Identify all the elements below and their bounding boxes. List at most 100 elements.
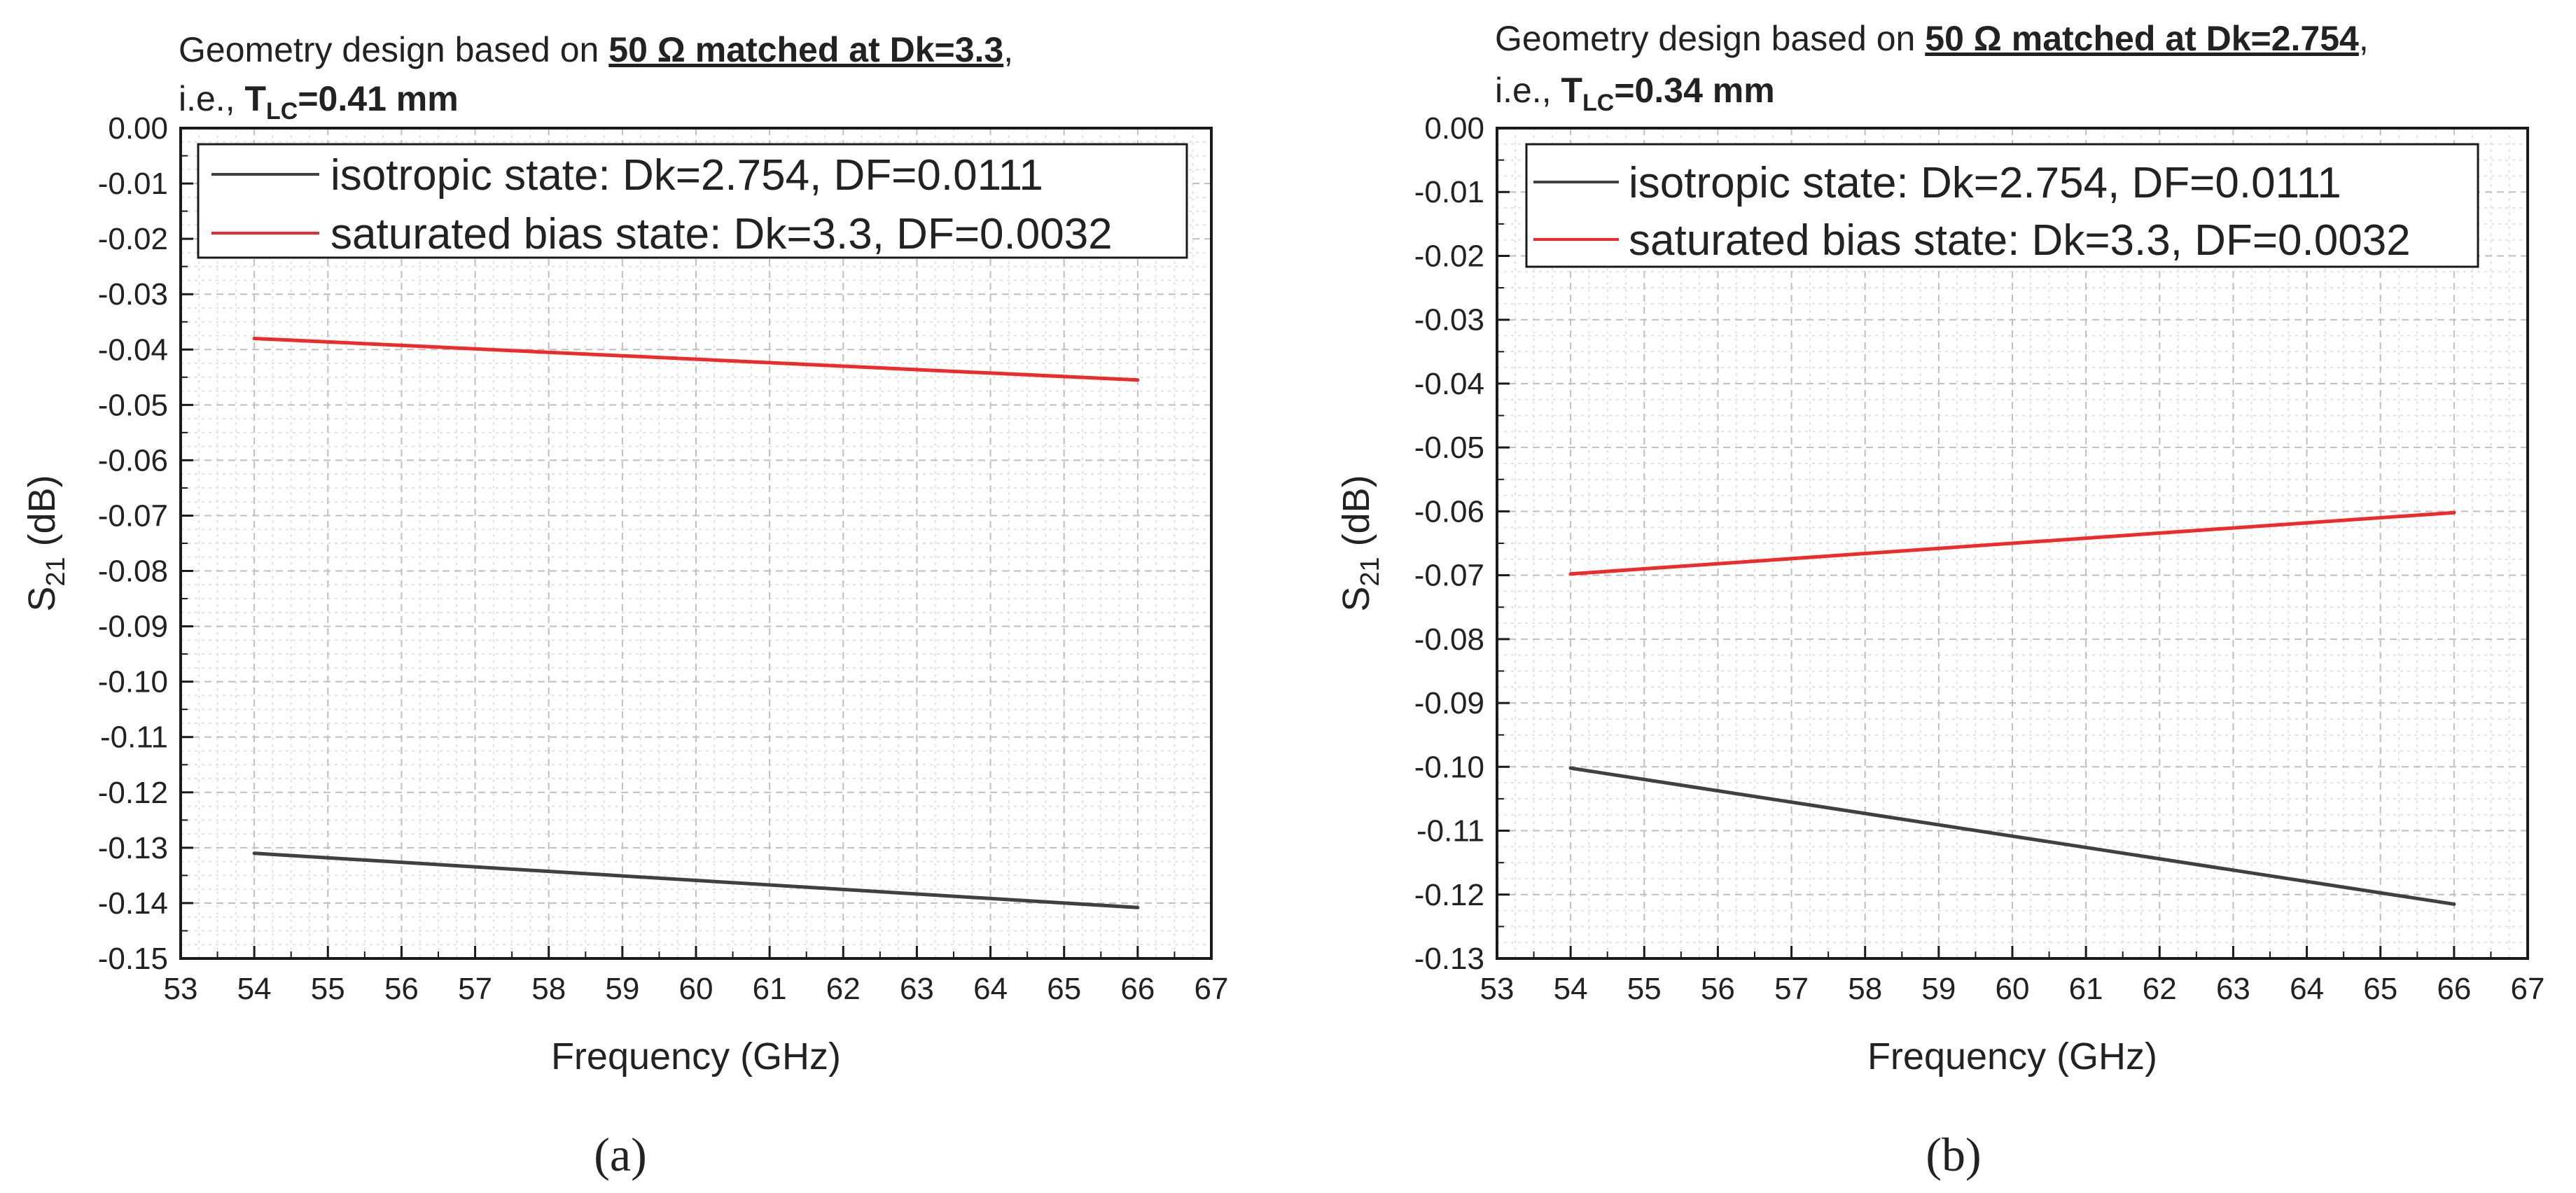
y-label-suffix: (dB) — [21, 475, 63, 557]
x-tick-label: 58 — [1848, 972, 1882, 1006]
x-tick-label: 57 — [1774, 972, 1809, 1006]
x-tick-label: 61 — [2069, 972, 2103, 1006]
title-t-main: T — [1561, 71, 1582, 110]
title-t-sub: LC — [1582, 90, 1614, 116]
title-bold: 50 Ω matched at Dk=3.3 — [608, 30, 1003, 69]
title-prefix: Geometry design based on — [179, 30, 608, 69]
y-axis-ticks: 0.00 -0.01 -0.02 -0.03 -0.04 -0.05 -0.06 -0.07 -… — [98, 111, 193, 976]
x-tick-label: 65 — [1047, 972, 1081, 1006]
x-tick-label: 60 — [679, 972, 713, 1006]
y-tick-label: -0.07 — [1414, 559, 1484, 593]
x-axis-ticks: 53 54 55 56 57 58 59 60 61 62 63 64 65 66 67 — [1480, 946, 2545, 1006]
x-tick-label: 59 — [1921, 972, 1956, 1006]
chart-panel-a: Geometry design based on 50 Ω matched at… — [21, 30, 1228, 1181]
panel-label-a: (a) — [594, 1128, 646, 1181]
grid — [180, 127, 1212, 959]
x-tick-label: 58 — [531, 972, 566, 1006]
x-tick-label: 67 — [1195, 972, 1229, 1006]
x-tick-label: 54 — [237, 972, 272, 1006]
title-suffix: , — [2359, 19, 2369, 58]
y-tick-label: -0.06 — [1414, 494, 1484, 529]
y-tick-label: -0.07 — [98, 498, 168, 533]
title-suffix: , — [1003, 30, 1013, 69]
x-tick-label: 55 — [1627, 972, 1662, 1006]
y-tick-label: -0.15 — [98, 942, 168, 976]
plot-frame — [179, 127, 1213, 960]
y-label-main: S — [21, 587, 63, 612]
y-tick-label: -0.12 — [1414, 878, 1484, 912]
x-tick-label: 62 — [2143, 972, 2177, 1006]
y-tick-label: -0.01 — [98, 167, 168, 201]
x-tick-label: 64 — [973, 972, 1008, 1006]
title-t-value: =0.34 mm — [1614, 71, 1774, 110]
y-tick-label: 0.00 — [108, 111, 168, 146]
legend: isotropic state: Dk=2.754, DF=0.0111 sat… — [197, 143, 1188, 259]
chart-title-line2: i.e., TLC=0.41 mm — [179, 79, 459, 125]
series-line-isotropic — [1568, 766, 2456, 906]
y-tick-label: -0.01 — [1414, 175, 1484, 209]
series-group — [1568, 510, 2456, 906]
y-label-sub: 21 — [41, 557, 71, 586]
chart-panel-b: Geometry design based on 50 Ω matched at… — [1335, 19, 2544, 1181]
legend-label-isotropic: isotropic state: Dk=2.754, DF=0.0111 — [330, 151, 1043, 200]
y-tick-label: -0.03 — [1414, 303, 1484, 337]
panel-label-b: (b) — [1926, 1128, 1981, 1181]
y-tick-label: -0.03 — [98, 277, 168, 312]
x-tick-label: 62 — [826, 972, 861, 1006]
plot-frame — [1496, 127, 2529, 960]
title-t-sub: LC — [266, 98, 298, 125]
x-tick-label: 65 — [2363, 972, 2397, 1006]
y-tick-label: -0.14 — [98, 886, 168, 921]
legend-label-saturated: saturated bias state: Dk=3.3, DF=0.0032 — [330, 210, 1113, 258]
y-label-main: S — [1335, 587, 1377, 612]
y-tick-label: -0.04 — [1414, 367, 1484, 401]
y-tick-label: -0.05 — [1414, 431, 1484, 465]
x-tick-label: 56 — [384, 972, 419, 1006]
x-tick-label: 64 — [2290, 972, 2324, 1006]
x-tick-label: 63 — [2216, 972, 2250, 1006]
legend-box — [1525, 143, 2479, 268]
y-tick-label: -0.09 — [98, 610, 168, 644]
y-label-sub: 21 — [1356, 557, 1385, 586]
chart-title-line1: Geometry design based on 50 Ω matched at… — [179, 30, 1013, 69]
x-tick-label: 67 — [2511, 972, 2545, 1006]
series-group — [252, 336, 1140, 909]
series-line-saturated — [1568, 510, 2456, 576]
y-tick-label: -0.05 — [98, 388, 168, 422]
y-label-suffix: (dB) — [1335, 475, 1377, 557]
y-tick-label: -0.02 — [1414, 239, 1484, 273]
y-tick-label: -0.11 — [100, 720, 168, 755]
title-t-main: T — [244, 79, 266, 118]
x-tick-label: 59 — [605, 972, 639, 1006]
chart-title-line1: Geometry design based on 50 Ω matched at… — [1495, 19, 2369, 58]
y-tick-label: -0.06 — [98, 443, 168, 477]
x-axis-label: Frequency (GHz) — [551, 1035, 841, 1077]
title-line2-prefix: i.e., — [179, 79, 244, 118]
y-tick-label: -0.08 — [1414, 622, 1484, 657]
y-tick-label: -0.09 — [1414, 686, 1484, 720]
legend: isotropic state: Dk=2.754, DF=0.0111 sat… — [1525, 143, 2479, 268]
y-axis-label: S21 (dB) — [1335, 475, 1385, 611]
x-tick-label: 54 — [1554, 972, 1588, 1006]
y-tick-label: -0.02 — [98, 222, 168, 256]
y-tick-label: -0.10 — [1414, 750, 1484, 784]
legend-label-saturated: saturated bias state: Dk=3.3, DF=0.0032 — [1629, 216, 2411, 265]
x-tick-label: 63 — [900, 972, 934, 1006]
x-tick-label: 53 — [164, 972, 198, 1006]
y-axis-ticks: 0.00 -0.01 -0.02 -0.03 -0.04 -0.05 -0.06 -0.07 -… — [1414, 111, 1510, 976]
y-tick-label: -0.11 — [1416, 814, 1484, 849]
x-tick-label: 55 — [311, 972, 345, 1006]
x-tick-label: 53 — [1480, 972, 1515, 1006]
y-tick-label: -0.13 — [1414, 942, 1484, 976]
series-line-saturated — [252, 336, 1140, 382]
title-line2-prefix: i.e., — [1495, 71, 1561, 110]
series-line-isotropic — [252, 851, 1140, 909]
x-tick-label: 60 — [1996, 972, 2030, 1006]
title-t-value: =0.41 mm — [298, 79, 458, 118]
x-axis-label: Frequency (GHz) — [1867, 1035, 2157, 1077]
y-tick-label: 0.00 — [1424, 111, 1484, 146]
x-tick-label: 57 — [458, 972, 492, 1006]
y-tick-label: -0.12 — [98, 776, 168, 810]
title-bold: 50 Ω matched at Dk=2.754 — [1925, 19, 2359, 58]
